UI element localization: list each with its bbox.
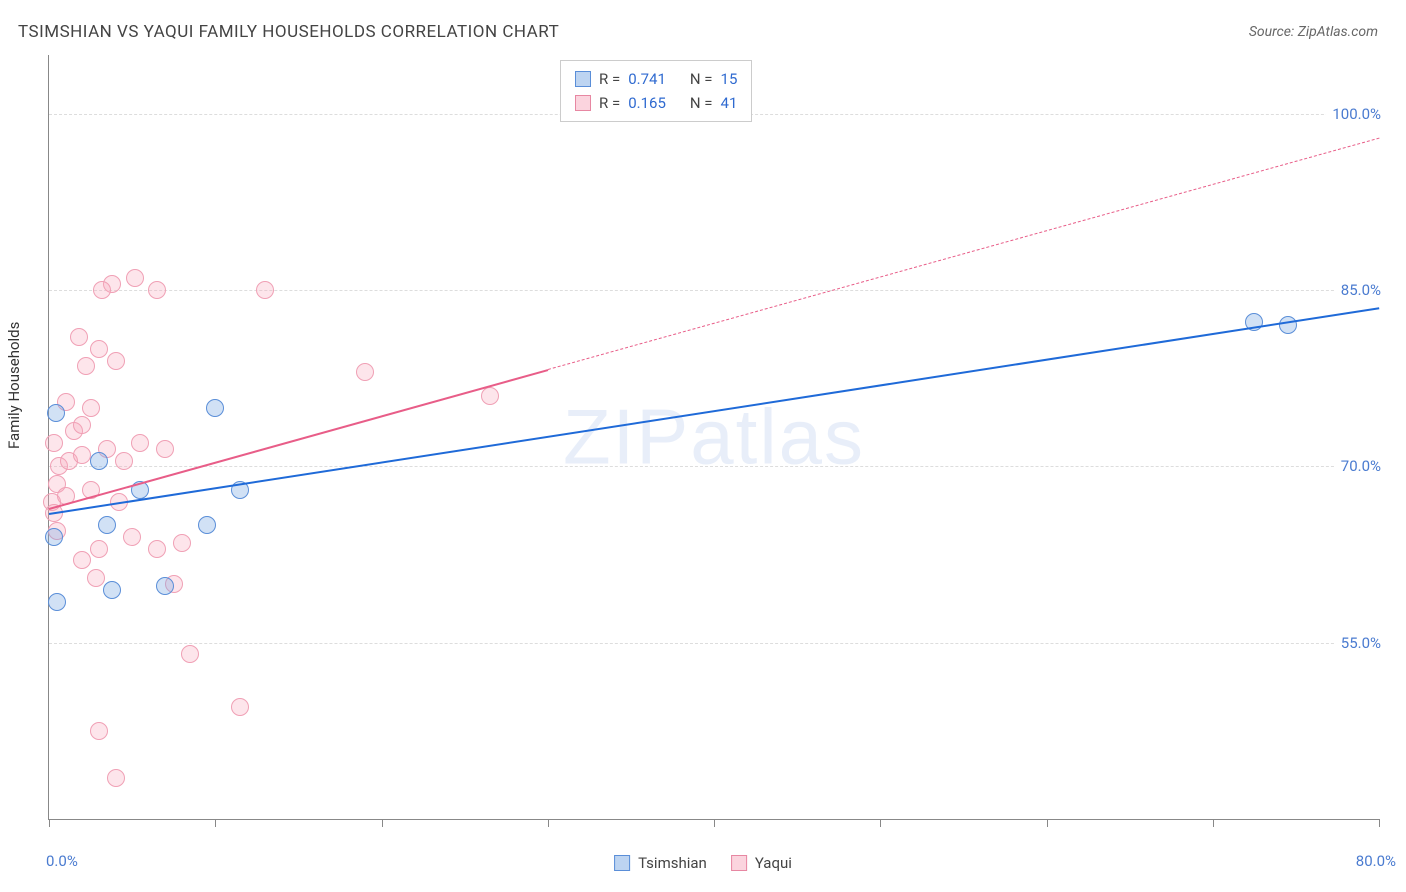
data-point-blue <box>90 452 108 470</box>
gridline <box>49 466 1379 467</box>
data-point-pink <box>77 357 95 375</box>
data-point-pink <box>256 281 274 299</box>
y-tick-label: 55.0% <box>1335 634 1381 652</box>
n-label: N = <box>690 91 713 115</box>
data-point-pink <box>90 722 108 740</box>
r-value-pink: 0.165 <box>628 91 666 115</box>
data-point-pink <box>131 434 149 452</box>
n-value-pink: 41 <box>721 91 738 115</box>
source-attribution: Source: ZipAtlas.com <box>1249 24 1378 40</box>
data-point-blue <box>47 404 65 422</box>
gridline <box>49 643 1379 644</box>
data-point-pink <box>73 551 91 569</box>
data-point-pink <box>156 440 174 458</box>
x-tick <box>548 819 549 827</box>
gridline <box>49 290 1379 291</box>
legend-item-pink: Yaqui <box>731 854 792 872</box>
data-point-pink <box>107 769 125 787</box>
data-point-blue <box>1279 316 1297 334</box>
r-label: R = <box>599 67 620 91</box>
x-axis-max-label: 80.0% <box>1356 852 1396 870</box>
data-point-pink <box>93 281 111 299</box>
legend-label-pink: Yaqui <box>755 854 792 872</box>
regression-line-pink-solid <box>49 369 548 510</box>
x-tick <box>215 819 216 827</box>
regression-line-pink-dashed <box>548 137 1380 369</box>
data-point-pink <box>123 528 141 546</box>
legend-item-blue: Tsimshian <box>614 854 707 872</box>
data-point-pink <box>173 534 191 552</box>
data-point-pink <box>356 363 374 381</box>
data-point-pink <box>82 399 100 417</box>
data-point-pink <box>107 352 125 370</box>
series-legend: Tsimshian Yaqui <box>614 854 792 872</box>
y-tick-label: 100.0% <box>1326 105 1381 123</box>
data-point-pink <box>73 446 91 464</box>
plot-area: ZIPatlas 100.0% 85.0% 70.0% 55.0% <box>48 55 1379 820</box>
y-tick-label: 85.0% <box>1335 281 1381 299</box>
stats-row-pink: R = 0.165 N = 41 <box>575 91 737 115</box>
data-point-blue <box>156 577 174 595</box>
data-point-blue <box>206 399 224 417</box>
data-point-pink <box>126 269 144 287</box>
x-tick <box>1213 819 1214 827</box>
swatch-pink-icon <box>575 95 591 111</box>
data-point-pink <box>148 540 166 558</box>
swatch-pink-icon <box>731 855 747 871</box>
x-tick <box>714 819 715 827</box>
data-point-pink <box>73 416 91 434</box>
data-point-blue <box>103 581 121 599</box>
data-point-pink <box>115 452 133 470</box>
watermark: ZIPatlas <box>563 392 865 483</box>
data-point-pink <box>70 328 88 346</box>
data-point-pink <box>45 434 63 452</box>
r-value-blue: 0.741 <box>628 67 666 91</box>
x-tick <box>880 819 881 827</box>
x-axis-min-label: 0.0% <box>46 852 78 870</box>
n-label: N = <box>690 67 713 91</box>
x-tick <box>49 819 50 827</box>
swatch-blue-icon <box>614 855 630 871</box>
data-point-pink <box>148 281 166 299</box>
legend-label-blue: Tsimshian <box>638 854 707 872</box>
data-point-pink <box>181 645 199 663</box>
data-point-pink <box>231 698 249 716</box>
chart-title: TSIMSHIAN VS YAQUI FAMILY HOUSEHOLDS COR… <box>18 22 559 42</box>
n-value-blue: 15 <box>721 67 738 91</box>
data-point-blue <box>98 516 116 534</box>
x-tick <box>1379 819 1380 827</box>
data-point-pink <box>481 387 499 405</box>
x-tick <box>1047 819 1048 827</box>
y-tick-label: 70.0% <box>1335 457 1381 475</box>
stats-row-blue: R = 0.741 N = 15 <box>575 67 737 91</box>
swatch-blue-icon <box>575 71 591 87</box>
source-label: Source: <box>1249 24 1298 40</box>
regression-line-blue <box>49 308 1379 516</box>
r-label: R = <box>599 91 620 115</box>
x-tick <box>382 819 383 827</box>
data-point-blue <box>198 516 216 534</box>
data-point-pink <box>87 569 105 587</box>
stats-legend: R = 0.741 N = 15 R = 0.165 N = 41 <box>560 60 752 122</box>
y-axis-title: Family Households <box>5 322 23 449</box>
data-point-pink <box>90 340 108 358</box>
data-point-blue <box>48 593 66 611</box>
data-point-pink <box>90 540 108 558</box>
source-name: ZipAtlas.com <box>1298 24 1378 40</box>
data-point-blue <box>45 528 63 546</box>
